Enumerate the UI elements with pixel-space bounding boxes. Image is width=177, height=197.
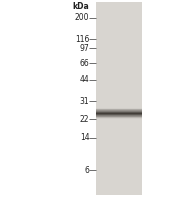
Text: 6: 6 <box>84 166 89 175</box>
Bar <box>96 115 142 116</box>
Text: 44: 44 <box>80 75 89 84</box>
Bar <box>96 119 142 120</box>
Bar <box>96 113 142 114</box>
Text: 200: 200 <box>75 13 89 22</box>
Text: 66: 66 <box>80 59 89 68</box>
Bar <box>96 117 142 118</box>
Bar <box>96 109 142 110</box>
Bar <box>96 110 142 111</box>
Bar <box>96 112 142 113</box>
Bar <box>96 111 142 112</box>
Bar <box>96 114 142 115</box>
Bar <box>96 108 142 109</box>
Bar <box>96 107 142 108</box>
Text: 97: 97 <box>80 44 89 53</box>
Text: kDa: kDa <box>73 2 89 11</box>
Bar <box>96 2 142 195</box>
Bar <box>96 116 142 117</box>
Text: 116: 116 <box>75 35 89 44</box>
Bar <box>96 118 142 119</box>
Text: 31: 31 <box>80 97 89 106</box>
Text: 14: 14 <box>80 133 89 142</box>
Text: 22: 22 <box>80 115 89 124</box>
